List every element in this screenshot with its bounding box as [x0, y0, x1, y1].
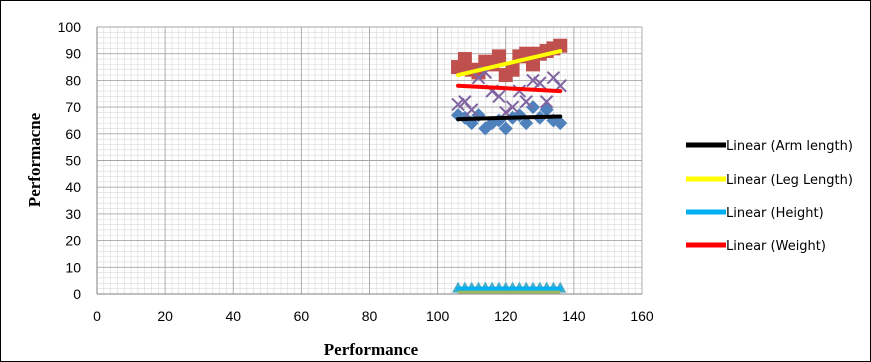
data-point-square	[526, 57, 540, 72]
y-axis-title: Performacne	[25, 112, 44, 207]
y-tick-label: 90	[65, 46, 81, 62]
trendline-3	[456, 83, 563, 94]
legend: Linear (Arm length) Linear (Leg Length) Li…	[686, 139, 853, 254]
data-point-square	[505, 62, 520, 77]
x-tick-label: 120	[494, 308, 518, 324]
data-point-x	[533, 76, 547, 90]
y-tick-label: 10	[65, 259, 81, 275]
x-tick-label: 80	[362, 308, 378, 324]
data-point-x	[451, 97, 465, 112]
y-tick-label: 60	[65, 126, 81, 142]
x-tick-label: 100	[426, 308, 450, 324]
y-tick-label: 80	[65, 72, 81, 88]
x-tick-label: 140	[562, 308, 586, 324]
trendline-1	[456, 49, 563, 78]
x-tick-label: 0	[93, 308, 101, 324]
legend-label-3: Linear (Weight)	[726, 239, 826, 254]
data-point-diamond	[553, 116, 568, 131]
legend-label-0: Linear (Arm length)	[726, 139, 853, 154]
data-point-diamond	[526, 100, 540, 115]
y-tick-label: 20	[65, 233, 81, 249]
data-point-x	[492, 89, 506, 104]
x-tick-label: 60	[294, 308, 310, 324]
y-tick-label: 70	[65, 99, 81, 115]
trendline-0	[456, 114, 563, 122]
y-tick-label: 100	[58, 19, 82, 35]
data-point-x	[526, 73, 540, 88]
y-tick-label: 50	[65, 153, 81, 169]
data-point-square	[457, 52, 472, 67]
y-tick-label: 40	[65, 179, 81, 195]
x-tick-label: 160	[630, 308, 654, 324]
legend-label-1: Linear (Leg Length)	[726, 173, 853, 188]
data-point-x	[505, 100, 520, 114]
data-point-x	[471, 71, 486, 85]
y-tick-label: 30	[65, 206, 81, 222]
data-point-x	[464, 103, 479, 117]
data-point-diamond	[498, 121, 513, 136]
x-tick-label: 20	[157, 308, 173, 324]
data-point-square	[491, 49, 506, 64]
data-point-diamond	[478, 121, 493, 136]
data-point-diamond	[519, 116, 534, 131]
x-axis-title: Performance	[324, 340, 419, 359]
data-point-x	[539, 95, 554, 109]
legend-label-2: Linear (Height)	[726, 206, 824, 221]
y-tick-label: 0	[73, 286, 81, 302]
data-point-square	[553, 38, 568, 53]
x-tick-label: 40	[225, 308, 241, 324]
data-point-x	[519, 95, 533, 109]
plot-area: 0 20 40 60 80 100 120 140 160 0 10 20 30 40 50 60 70 80 90…	[58, 19, 654, 324]
